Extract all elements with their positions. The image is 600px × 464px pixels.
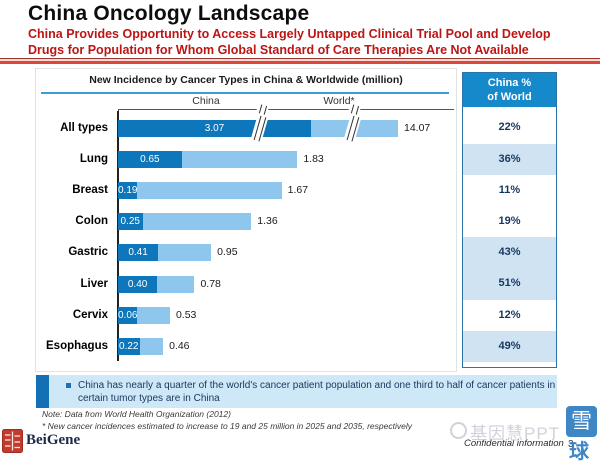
beigene-seal-icon xyxy=(2,429,23,458)
world-bar-segment xyxy=(157,275,195,293)
callout-accent-bar xyxy=(36,375,49,408)
pct-row: 11% xyxy=(498,183,521,196)
chart-row-cervix: Cervix 0.06 0.53 xyxy=(36,306,456,324)
pct-row: 19% xyxy=(498,215,521,227)
bullet-icon xyxy=(66,383,71,388)
china-bar-segment: 0.22 xyxy=(118,337,140,355)
series-label-world: World* xyxy=(323,95,355,107)
china-bar-segment: 0.06 xyxy=(118,306,137,324)
watermark-face-icon xyxy=(450,422,467,439)
confidential-label: Confidential information xyxy=(464,438,564,449)
chart-row-gastric: Gastric 0.41 0.95 xyxy=(36,244,456,262)
china-bar-segment: 0.19 xyxy=(118,181,137,199)
scale-line xyxy=(118,103,454,116)
category-label: Esophagus xyxy=(46,339,108,352)
category-label: Breast xyxy=(72,183,108,196)
category-label: All types xyxy=(60,121,108,134)
world-bar-segment xyxy=(137,181,282,199)
china-bar-segment: 3.07 xyxy=(118,114,311,142)
callout-box: China has nearly a quarter of the world'… xyxy=(36,375,557,408)
xueqiu-watermark-text: 球 xyxy=(569,441,589,463)
pct-panel-header: China % of World xyxy=(463,73,556,107)
axis-break-icon xyxy=(347,103,362,116)
world-bar-segment xyxy=(142,213,252,231)
chart-title-underline xyxy=(41,92,449,94)
world-bar-segment xyxy=(181,150,298,168)
axis-break-icon xyxy=(250,114,269,142)
break-slash xyxy=(258,104,263,114)
pct-header-line-1: China % xyxy=(487,77,532,89)
world-value-label: 1.36 xyxy=(257,215,278,228)
break-slash xyxy=(355,105,360,115)
world-value-label: 14.07 xyxy=(404,121,431,134)
callout-text: China has nearly a quarter of the world'… xyxy=(78,380,556,404)
scale-line-tick xyxy=(118,109,119,115)
source-note: Note: Data from World Health Organizatio… xyxy=(42,409,231,419)
footnote: * New cancer incidences estimated to inc… xyxy=(42,421,412,431)
china-bar-segment: 0.40 xyxy=(118,275,158,293)
world-value-label: 0.46 xyxy=(169,339,190,352)
chart-row-breast: Breast 0.19 1.67 xyxy=(36,181,456,199)
page-number: 3 xyxy=(568,439,574,450)
world-bar-segment xyxy=(158,244,212,262)
break-slash xyxy=(350,104,355,114)
pct-row: 12% xyxy=(498,308,521,321)
page-subtitle: China Provides Opportunity to Access Lar… xyxy=(28,27,551,58)
chart-title: New Incidence by Cancer Types in China &… xyxy=(89,74,403,86)
category-label: Colon xyxy=(75,215,108,228)
axis-break-icon xyxy=(343,114,362,142)
xueqiu-watermark-icon: 雪 xyxy=(566,406,597,437)
china-bar-segment: 0.25 xyxy=(118,213,143,231)
page-title: China Oncology Landscape xyxy=(28,2,310,25)
pct-row: 51% xyxy=(463,268,556,300)
break-slash xyxy=(263,105,268,115)
axis-break-icon xyxy=(255,103,270,116)
header-divider-rule xyxy=(0,58,600,64)
category-label: Lung xyxy=(79,152,108,165)
incidence-bar-chart: New Incidence by Cancer Types in China &… xyxy=(35,68,457,372)
y-axis-line xyxy=(117,111,119,361)
world-value-label: 0.53 xyxy=(175,308,197,321)
subtitle-line-1: China Provides Opportunity to Access Lar… xyxy=(28,27,551,41)
world-value-label: 1.67 xyxy=(287,183,309,196)
china-bar-segment: 0.41 xyxy=(118,244,159,262)
beigene-logo-text: BeiGene xyxy=(26,432,81,448)
world-value-label: 0.95 xyxy=(217,246,238,259)
world-bar-segment xyxy=(139,337,164,355)
category-label: Cervix xyxy=(72,308,108,321)
chart-row-all-types: All types 3.07 14.07 xyxy=(36,114,456,142)
pct-header-line-2: of World xyxy=(487,91,532,103)
chart-row-liver: Liver 0.40 0.78 xyxy=(36,275,456,293)
chart-row-esophagus: Esophagus 0.22 0.46 xyxy=(36,337,456,355)
subtitle-line-2: Drugs for Population for Whom Global Sta… xyxy=(28,42,529,57)
chart-row-colon: Colon 0.25 1.36 xyxy=(36,213,456,231)
pct-row: 36% xyxy=(463,143,556,175)
pct-row: 49% xyxy=(463,330,556,362)
pct-row: 22% xyxy=(498,121,521,134)
chart-row-lung: Lung 0.65 1.83 xyxy=(36,150,456,168)
category-label: Liver xyxy=(80,277,109,290)
pct-row: 43% xyxy=(463,237,556,269)
world-value-label: 1.83 xyxy=(303,152,324,165)
world-bar-segment xyxy=(137,306,170,324)
watermark-text: 基因慧PPT xyxy=(470,424,561,443)
china-bar-segment: 0.65 xyxy=(118,150,182,168)
pct-rows: 22% 36% 11% 19% 43% 51% 12% 49% xyxy=(463,107,556,367)
china-pct-of-world-panel: China % of World 22% 36% 11% 19% 43% 51% 12% 49… xyxy=(462,72,557,368)
series-label-china: China xyxy=(192,95,220,107)
world-value-label: 0.78 xyxy=(200,277,221,290)
world-bar-segment xyxy=(311,114,398,142)
category-label: Gastric xyxy=(68,246,108,259)
